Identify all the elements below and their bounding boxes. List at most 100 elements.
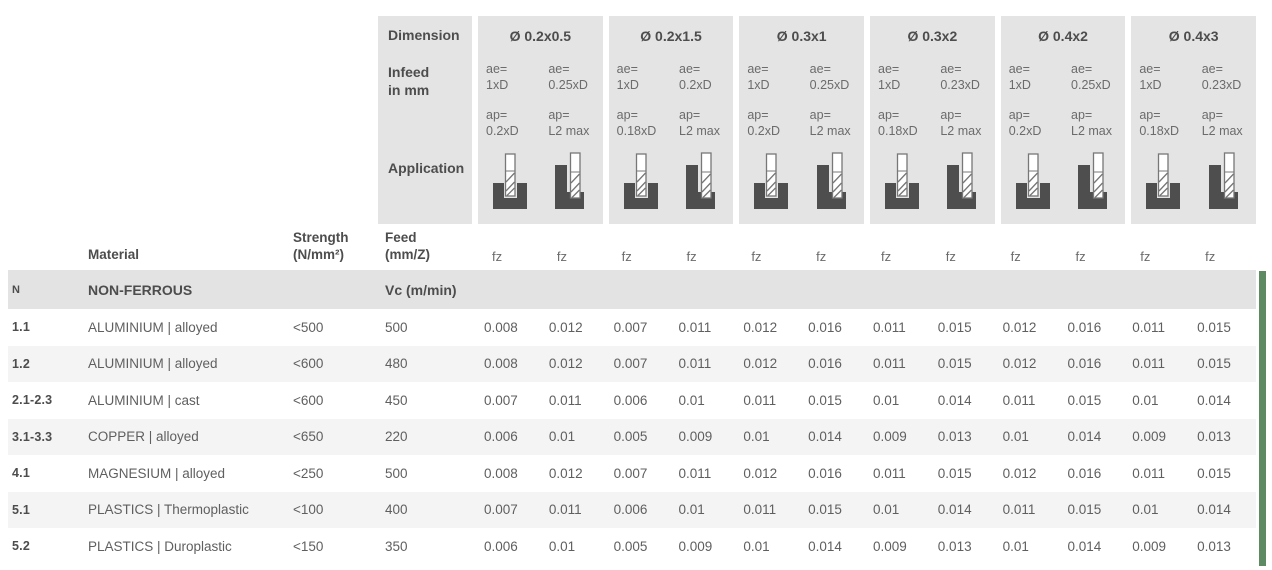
application-cell (617, 148, 671, 224)
ap-value: 0.18xD (1139, 123, 1179, 138)
fz-value: 0.009 (1132, 538, 1167, 554)
ae-infeed: ae= 0.25xD (548, 56, 602, 104)
ap-value: L2 max (1201, 123, 1243, 138)
ae-infeed: ae= 1xD (1009, 56, 1063, 104)
table-row: 3.1-3.3 COPPER | alloyed <650 220 0.006 0.01 0… (8, 418, 1256, 455)
fz-value: 0.015 (937, 465, 972, 481)
material-name: PLASTICS | Thermoplastic (88, 502, 249, 518)
fz-label: fz (751, 249, 762, 264)
dimension-value: Ø 0.3x2 (907, 28, 958, 44)
table-row: 5.2 PLASTICS | Duroplastic <150 350 0.006 0.0… (8, 528, 1256, 565)
table-row: 5.1 PLASTICS | Thermoplastic <100 400 0.007 0… (8, 491, 1256, 528)
ae-value: 1xD (1008, 77, 1031, 92)
header-label-column: Dimension Infeed in mm Application (378, 16, 472, 224)
infeed-column: ae= 0.2xD ap= L2 max (671, 56, 733, 224)
row-id: 3.1-3.3 (12, 429, 53, 444)
material-name: PLASTICS | Duroplastic (88, 538, 232, 554)
fz-value: 0.01 (1002, 429, 1029, 445)
application-cell (486, 148, 540, 224)
fz-value: 0.015 (1197, 465, 1231, 481)
ae-label: ae= (1008, 62, 1030, 76)
ae-label: ae= (486, 62, 508, 76)
infeed-columns: ae= 1xD ap= 0.18xD ae= 0.23xD ap= L2 max (870, 56, 995, 224)
fz-value: 0.015 (808, 502, 842, 518)
vc-value: 400 (385, 502, 408, 518)
ap-label: ap= (747, 108, 769, 122)
accent-bar (1259, 271, 1266, 566)
material-name: ALUMINIUM | cast (88, 392, 200, 408)
fz-value: 0.012 (548, 356, 583, 372)
application-cell (878, 148, 932, 224)
fz-value: 0.013 (937, 429, 972, 445)
ap-infeed: ap= 0.2xD (486, 104, 540, 148)
material-name: ALUMINIUM | alloyed (88, 319, 218, 335)
fz-value: 0.015 (1067, 392, 1102, 408)
ap-label: ap= (616, 108, 638, 122)
ae-infeed: ae= 1xD (617, 56, 671, 104)
fz-value: 0.01 (743, 429, 770, 445)
fz-value: 0.01 (678, 392, 705, 408)
fz-value: 0.009 (872, 429, 907, 445)
row-id: 2.1-2.3 (12, 393, 53, 408)
fz-value: 0.011 (743, 392, 777, 408)
side-milling-icon (686, 152, 715, 209)
ae-infeed: ae= 1xD (486, 56, 540, 104)
ap-infeed: ap= L2 max (1202, 104, 1256, 148)
strength-value: <500 (293, 319, 324, 335)
fz-value: 0.009 (678, 429, 713, 445)
ae-value: 0.2xD (679, 77, 712, 92)
row-id: 1.1 (12, 320, 30, 335)
ae-value: 0.25xD (548, 77, 588, 92)
ae-value: 0.25xD (1071, 77, 1111, 92)
id-header-spacer (8, 264, 88, 270)
fz-value: 0.014 (808, 538, 842, 554)
ae-value: 1xD (878, 77, 901, 92)
application-cell (747, 148, 801, 224)
dimension-value: Ø 0.4x2 (1038, 28, 1088, 44)
fz-value: 0.014 (937, 392, 972, 408)
fz-value: 0.012 (1002, 465, 1037, 481)
ae-value: 0.23xD (940, 77, 980, 92)
infeed-column: ae= 1xD ap= 0.18xD (609, 56, 671, 224)
fz-value: 0.011 (1132, 319, 1166, 335)
ap-value: L2 max (940, 123, 982, 138)
ae-infeed: ae= 1xD (747, 56, 801, 104)
ap-infeed: ap= L2 max (548, 104, 602, 148)
application-label: Application (388, 160, 465, 176)
infeed-column: ae= 0.25xD ap= L2 max (540, 56, 602, 224)
ae-label: ae= (878, 62, 900, 76)
fz-label: fz (556, 249, 567, 264)
dimension-value: Ø 0.4x3 (1168, 28, 1219, 44)
ae-label: ae= (1071, 62, 1093, 76)
fz-value: 0.011 (548, 392, 582, 408)
infeed-columns: ae= 1xD ap= 0.2xD ae= 0.25xD ap= L2 max (739, 56, 864, 224)
fz-value: 0.007 (484, 392, 518, 408)
slot-milling-icon (1015, 153, 1050, 209)
fz-value: 0.009 (678, 538, 713, 554)
ae-value: 0.25xD (809, 77, 850, 92)
fz-label: fz (1010, 249, 1021, 264)
ap-value: L2 max (548, 123, 590, 138)
fz-value: 0.006 (484, 429, 518, 445)
application-cell (810, 148, 864, 224)
column-header-row: Material Strength (N/mm²) Feed (mm/Z) fz… (8, 224, 1256, 270)
ap-infeed: ap= L2 max (940, 104, 994, 148)
ae-label: ae= (809, 62, 831, 76)
fz-value: 0.007 (613, 319, 648, 335)
ap-infeed: ap= 0.2xD (747, 104, 801, 148)
table-row: 2.1-2.3 ALUMINIUM | cast <600 450 0.007 0.011… (8, 382, 1256, 419)
ae-infeed: ae= 0.2xD (679, 56, 733, 104)
fz-value: 0.01 (872, 392, 900, 408)
table-body: 1.1 ALUMINIUM | alloyed <500 500 0.008 0.012 0… (8, 309, 1256, 565)
infeed-column: ae= 0.23xD ap= L2 max (932, 56, 994, 224)
dimension-group: Ø 0.3x2 ae= 1xD ap= 0.18xD ae= 0.23xD ap= L2 ma… (870, 16, 995, 224)
strength-value: <600 (293, 356, 324, 372)
fz-value: 0.012 (548, 465, 583, 481)
fz-value: 0.014 (808, 429, 842, 445)
ae-infeed: ae= 0.23xD (940, 56, 994, 104)
application-cell (679, 148, 733, 224)
fz-value: 0.006 (613, 502, 648, 518)
fz-value: 0.011 (1002, 392, 1036, 408)
row-id: 1.2 (12, 356, 30, 371)
fz-value: 0.011 (678, 319, 712, 335)
